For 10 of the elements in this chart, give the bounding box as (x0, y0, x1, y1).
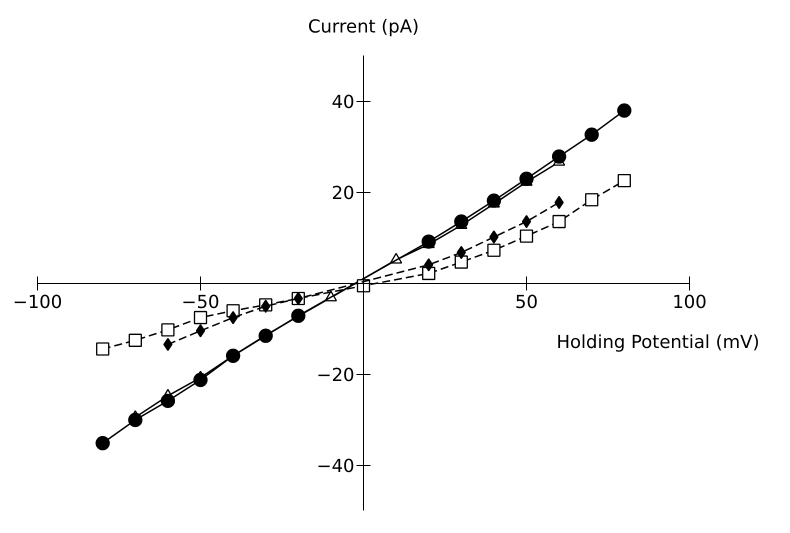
y-tick-label: −40 (316, 456, 355, 477)
x-tick-label: −100 (12, 292, 62, 313)
x-tick-label: 100 (672, 292, 707, 313)
x-tick-label: −50 (182, 292, 220, 313)
y-tick-label: 20 (332, 183, 354, 204)
y-tick-label: −20 (316, 365, 355, 386)
y-tick-label: 40 (332, 92, 354, 113)
y-axis-title: Current (pA) (308, 16, 420, 38)
x-axis-title: Holding Potential (mV) (556, 332, 760, 353)
x-tick-label: 50 (515, 292, 538, 313)
